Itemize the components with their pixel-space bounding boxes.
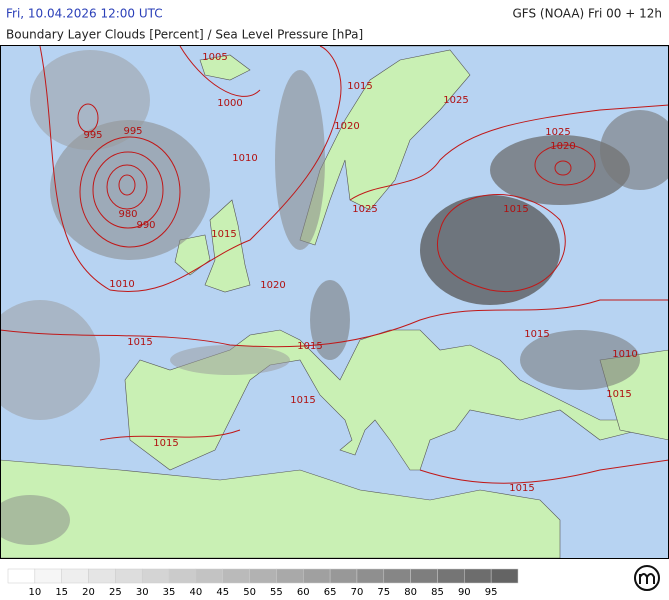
isobar-label: 1015 xyxy=(297,341,322,352)
colorbar-swatch xyxy=(356,568,385,584)
colorbar-swatch xyxy=(303,568,331,584)
isobar-label: 1020 xyxy=(550,141,575,152)
colorbar-swatch xyxy=(88,568,116,584)
colorbar-swatch xyxy=(383,568,411,584)
colorbar-swatch xyxy=(7,568,36,584)
colorbar-label: 65 xyxy=(324,587,337,598)
colorbar-swatch xyxy=(168,568,197,584)
colorbar-label: 35 xyxy=(163,587,176,598)
colorbar-label: 95 xyxy=(485,587,498,598)
isobar-label: 995 xyxy=(123,126,142,137)
colorbar-label: 20 xyxy=(82,587,95,598)
colorbar-label: 55 xyxy=(270,587,283,598)
colorbar-label: 90 xyxy=(458,587,471,598)
colorbar: 10 15 20 25 30 35 40 45 50 55 60 65 70 75 80 85 90 95 xyxy=(7,568,519,598)
logo xyxy=(634,565,660,591)
isobar-label: 980 xyxy=(118,209,137,220)
isobar-label: 1020 xyxy=(260,280,285,291)
colorbar-swatch xyxy=(249,568,277,584)
isobar-label: 1010 xyxy=(612,349,637,360)
colorbar-label: 25 xyxy=(109,587,122,598)
isobar-label: 1000 xyxy=(217,98,242,109)
colorbar-swatch xyxy=(437,568,465,584)
colorbar-swatch xyxy=(464,568,492,584)
isobar-label: 1015 xyxy=(290,395,315,406)
isobar-label: 995 xyxy=(83,130,102,141)
isobars xyxy=(0,45,669,484)
colorbar-label: 10 xyxy=(28,587,41,598)
colorbar-label: 80 xyxy=(404,587,417,598)
isobar-label: 990 xyxy=(136,220,155,231)
colorbar-swatch xyxy=(61,568,89,584)
colorbar-label: 50 xyxy=(243,587,256,598)
model-run: GFS (NOAA) Fri 00 + 12h xyxy=(512,7,662,21)
colorbar-swatch xyxy=(410,568,438,584)
colorbar-label: 60 xyxy=(297,587,310,598)
colorbar-swatch xyxy=(34,568,62,584)
isobar-label: 1010 xyxy=(232,153,257,164)
colorbar-swatch xyxy=(115,568,143,584)
colorbar-label: 40 xyxy=(190,587,203,598)
isobar-label: 1025 xyxy=(545,127,570,138)
isobar-label: 1015 xyxy=(153,438,178,449)
colorbar-label: 85 xyxy=(431,587,444,598)
colorbar-swatch xyxy=(490,568,519,584)
datetime: Fri, 10.04.2026 12:00 UTC xyxy=(6,7,163,21)
colorbar-label: 70 xyxy=(351,587,364,598)
colorbar-swatch xyxy=(141,568,170,584)
colorbar-swatch xyxy=(276,568,304,584)
colorbar-swatch xyxy=(329,568,358,584)
isobar-label: 1025 xyxy=(352,204,377,215)
isobar-label: 1005 xyxy=(202,52,227,63)
cloud-cover xyxy=(0,50,669,545)
colorbar-label: 75 xyxy=(377,587,390,598)
isobar-label: 1015 xyxy=(509,483,534,494)
isobar-label: 1010 xyxy=(109,279,134,290)
isobar-label: 1015 xyxy=(347,81,372,92)
colorbar-label: 15 xyxy=(55,587,68,598)
colorbar-label: 45 xyxy=(216,587,229,598)
isobar-label: 1015 xyxy=(211,229,236,240)
colorbar-swatch xyxy=(222,568,250,584)
isobar-label: 1015 xyxy=(524,329,549,340)
isobar-label: 1015 xyxy=(503,204,528,215)
colorbar-swatch xyxy=(195,568,223,584)
isobar-label: 1020 xyxy=(334,121,359,132)
isobar-label: 1015 xyxy=(127,337,152,348)
isobar-label: 1025 xyxy=(443,95,468,106)
isobar-label: 1015 xyxy=(606,389,631,400)
map-title: Boundary Layer Clouds [Percent] / Sea Le… xyxy=(6,28,363,42)
colorbar-label: 30 xyxy=(136,587,149,598)
